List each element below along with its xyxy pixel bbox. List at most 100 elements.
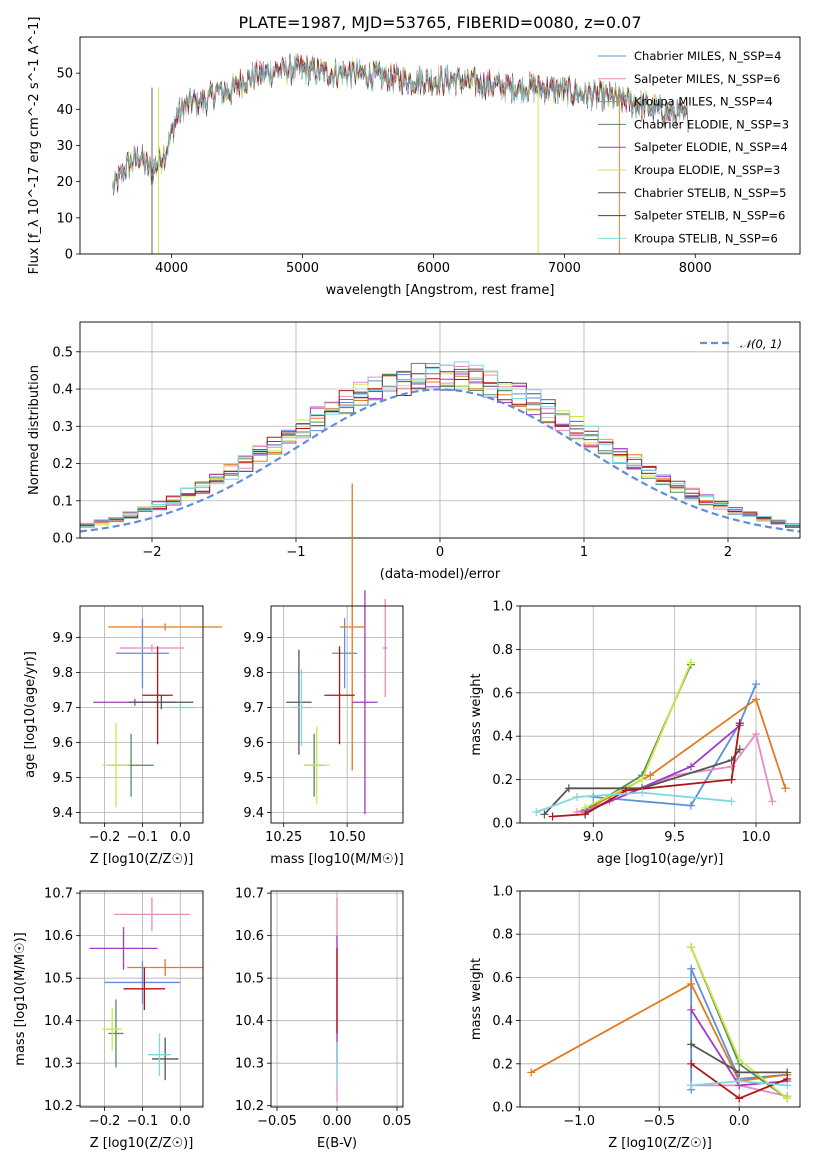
series-point-salpeter-elodie xyxy=(686,762,695,771)
series-point-kroupa-stelib xyxy=(687,1081,696,1090)
y-axis-label: mass weight xyxy=(469,958,484,1040)
figure-title: PLATE=1987, MJD=53765, FIBERID=0080, z=0… xyxy=(238,13,641,32)
x-tick-label: 1 xyxy=(580,545,588,560)
series-point-salpeter-stelib xyxy=(735,719,744,728)
series-point-kroupa-elodie xyxy=(638,775,647,784)
x-tick-label: 7000 xyxy=(548,261,581,276)
legend-entry: Salpeter ELODIE, N_SSP=4 xyxy=(634,140,788,154)
legend-entry: Kroupa STELIB, N_SSP=6 xyxy=(634,231,778,245)
x-tick-label: 0.05 xyxy=(383,1114,412,1129)
gaussian-curve xyxy=(79,388,801,533)
y-tick-label: 10.3 xyxy=(235,1057,264,1072)
y-tick-label: 9.8 xyxy=(243,666,264,681)
panel-mass_vs_ebv: −0.05 0.00 0.05 10.2 10.3 10.4 10.5 10.6 10.7 E(B… xyxy=(235,887,411,1151)
legend: Chabrier MILES, N_SSP=4 Salpeter MILES, N… xyxy=(598,49,789,245)
series-point-kroupa-stelib xyxy=(783,1081,792,1090)
x-tick-label: −0.05 xyxy=(257,1114,297,1129)
legend-entry: 𝒩(0, 1) xyxy=(740,337,782,351)
axes-frame xyxy=(79,890,204,1108)
y-tick-label: 0.6 xyxy=(492,971,513,986)
x-axis-label: mass [log10(M/M☉)] xyxy=(270,852,403,867)
y-tick-label: 9.9 xyxy=(52,631,73,646)
legend-entry: Kroupa MILES, N_SSP=4 xyxy=(634,95,773,109)
y-tick-label: 1.0 xyxy=(492,600,513,615)
y-tick-label: 9.9 xyxy=(243,631,264,646)
y-tick-label: 0.5 xyxy=(52,345,73,360)
series-point-chabrier-miles xyxy=(686,801,695,810)
x-axis-label: age [log10(age/yr)] xyxy=(597,852,724,867)
y-tick-label: 0.2 xyxy=(492,773,513,788)
legend: 𝒩(0, 1) xyxy=(700,337,782,351)
legend-entry: Kroupa ELODIE, N_SSP=3 xyxy=(634,163,780,177)
x-tick-label: 0.0 xyxy=(729,1114,750,1129)
y-tick-label: 10.5 xyxy=(44,972,73,987)
panel-massweight_vs_age: 9.0 9.5 10.0 0.0 0.2 0.4 0.6 0.8 1.0 age [log10(a… xyxy=(469,600,801,867)
x-axis-label: (data-model)/error xyxy=(380,567,501,582)
panel-spectrum: 4000 5000 6000 7000 8000 0 10 20 30 40 50 wavelengt… xyxy=(27,17,801,298)
y-tick-label: 20 xyxy=(56,175,73,190)
series-point-chabrier-stelib xyxy=(735,1068,744,1077)
y-tick-label: 9.5 xyxy=(243,771,264,786)
y-tick-label: 10 xyxy=(56,211,73,226)
series-point-kroupa-elodie xyxy=(783,1094,792,1103)
plot-area-residuals xyxy=(79,361,801,533)
y-tick-label: 0.0 xyxy=(52,532,73,547)
y-tick-label: 0.0 xyxy=(492,1101,513,1116)
series-point-kroupa-elodie xyxy=(735,1055,744,1064)
axes-frame xyxy=(519,890,801,1108)
y-tick-label: 0.3 xyxy=(52,420,73,435)
y-tick-label: 10.3 xyxy=(44,1057,73,1072)
x-tick-label: 8000 xyxy=(679,261,712,276)
y-tick-label: 9.7 xyxy=(52,701,73,716)
y-tick-label: 9.6 xyxy=(52,736,73,751)
series-point-chabrier-miles xyxy=(687,964,696,973)
x-tick-label: 0.0 xyxy=(170,1114,191,1129)
x-axis-label: E(B-V) xyxy=(317,1136,357,1151)
series-line-chabrier-miles xyxy=(690,968,788,1090)
y-tick-label: 9.6 xyxy=(243,736,264,751)
y-tick-label: 10.7 xyxy=(44,887,73,902)
legend-entry: Salpeter MILES, N_SSP=6 xyxy=(634,72,780,86)
x-tick-label: 0.00 xyxy=(323,1114,352,1129)
series-point-salpeter-elodie xyxy=(687,1005,696,1014)
y-tick-label: 0.2 xyxy=(492,1057,513,1072)
x-tick-label: −1 xyxy=(286,545,305,560)
series-point-chabrier-miles xyxy=(752,680,761,689)
y-tick-label: 0.4 xyxy=(52,383,73,398)
series-point-kroupa-miles xyxy=(687,979,696,988)
x-tick-label: 4000 xyxy=(155,261,188,276)
y-tick-label: 10.7 xyxy=(235,887,264,902)
y-tick-label: 10.6 xyxy=(235,929,264,944)
series-point-salpeter-miles xyxy=(768,797,777,806)
spectrum-kroupa-stelib xyxy=(112,53,689,194)
series-point-chabrier-stelib xyxy=(540,810,549,819)
x-tick-label: 10.50 xyxy=(329,830,366,845)
x-tick-label: 10.25 xyxy=(265,830,302,845)
x-tick-label: 5000 xyxy=(286,261,319,276)
panel-age_vs_z: −0.2 −0.1 0.0 9.4 9.5 9.6 9.7 9.8 9.9 Z [log10(Z/… xyxy=(23,605,222,867)
series-point-kroupa-miles xyxy=(781,784,790,793)
series-point-salpeter-stelib xyxy=(581,810,590,819)
x-tick-label: −0.1 xyxy=(127,830,159,845)
x-tick-label: 9.5 xyxy=(664,830,685,845)
plot-area-mass_vs_z xyxy=(89,897,203,1081)
plot-area-massweight_vs_z xyxy=(527,943,792,1103)
x-tick-label: −2 xyxy=(142,545,161,560)
series-point-salpeter-miles xyxy=(752,730,761,739)
y-tick-label: 9.4 xyxy=(243,806,264,821)
series-point-chabrier-stelib xyxy=(735,745,744,754)
series-point-kroupa-stelib xyxy=(572,792,581,801)
axes-frame xyxy=(270,890,404,1108)
y-tick-label: 0.0 xyxy=(492,817,513,832)
series-point-salpeter-stelib xyxy=(687,1059,696,1068)
series-point-kroupa-miles xyxy=(752,695,761,704)
axes-frame xyxy=(79,36,801,255)
y-tick-label: 9.4 xyxy=(52,806,73,821)
y-tick-label: 0.4 xyxy=(492,730,513,745)
x-tick-label: −0.2 xyxy=(89,830,121,845)
y-tick-label: 40 xyxy=(56,103,73,118)
plot-area-massweight_vs_age xyxy=(532,658,790,821)
y-axis-label: Flux [f_λ 10^-17 erg cm^-2 s^-1 A^-1] xyxy=(27,17,42,275)
plot-area-age_vs_mass xyxy=(286,483,388,815)
